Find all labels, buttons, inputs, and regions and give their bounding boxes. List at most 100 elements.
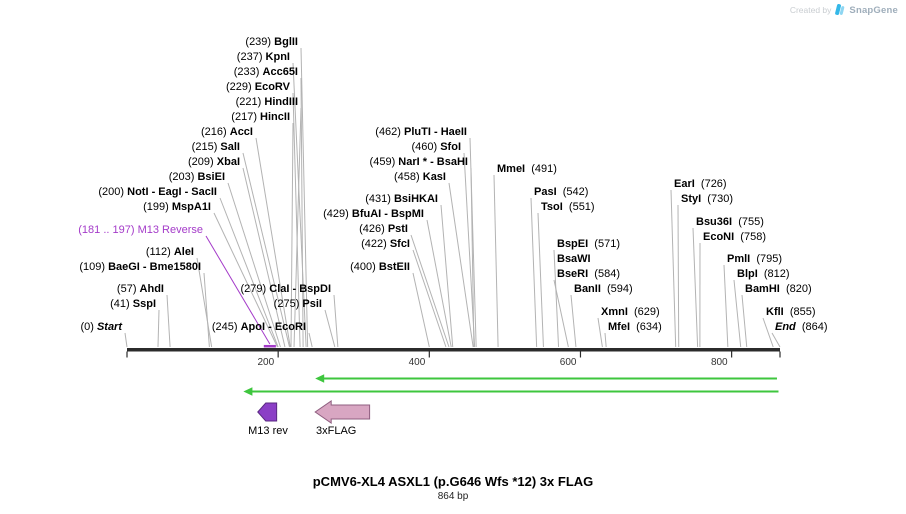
site-label-alei: (112) AleI	[145, 246, 194, 258]
leader-line	[677, 204, 680, 348]
leader-line	[426, 219, 452, 348]
leader-line	[604, 332, 607, 348]
site-label-psii: (275) PsiI	[273, 298, 322, 310]
site-label-banii: BanII (594)	[574, 283, 633, 295]
leader-line	[537, 212, 544, 348]
site-label-start: (0) Start	[80, 321, 122, 333]
site-label-xmni: XmnI (629)	[601, 306, 660, 318]
site-label-kfli: KflI (855)	[766, 306, 816, 318]
site-label-bspei: BspEI (571)	[557, 238, 620, 250]
site-label-xbai: (209) XbaI	[188, 156, 240, 168]
site-label-clai-bspdi: (279) ClaI - BspDI	[240, 283, 331, 295]
site-label-bseri: BseRI (584)	[557, 268, 620, 280]
site-label-ahdi: (57) AhdI	[116, 283, 164, 295]
plasmid-title: pCMV6-XL4 ASXL1 (p.G646 Wfs *12) 3x FLAG	[312, 474, 594, 489]
site-label-acc65i: (233) Acc65I	[233, 66, 298, 78]
ruler-tick-label: 200	[257, 357, 275, 368]
leader-line	[440, 204, 454, 348]
site-label-psti: (426) PstI	[359, 223, 408, 235]
site-label-tsoi: TsoI (551)	[541, 201, 595, 213]
leader-line	[324, 309, 336, 348]
leader-line	[741, 294, 748, 348]
site-label-pmli: PmlI (795)	[727, 253, 783, 265]
site-label-mspa1i: (199) MspA1I	[143, 201, 211, 213]
snapgene-logo-icon	[835, 4, 845, 16]
leader-line	[469, 137, 477, 348]
site-label-pluti-haeii: (462) PluTI - HaeII	[375, 126, 467, 138]
site-label-hindiii: (221) HindIII	[235, 96, 298, 108]
leader-line	[292, 62, 307, 348]
leader-line	[597, 317, 603, 348]
site-label-bsteii: (400) BstEII	[350, 261, 410, 273]
leader-line	[166, 294, 171, 348]
site-label-baegi-bme1580i: (109) BaeGI - Bme1580I	[79, 261, 201, 273]
site-label-mfei: MfeI (634)	[608, 321, 662, 333]
leader-line	[723, 264, 729, 348]
leader-line	[670, 189, 677, 348]
site-label-kpni: (237) KpnI	[236, 51, 290, 63]
leader-line	[493, 174, 499, 348]
site-label-bsu36i: Bsu36I (755)	[696, 216, 764, 228]
leader-line	[293, 107, 302, 348]
leader-line	[412, 272, 430, 348]
leader-line	[242, 152, 290, 348]
leader-line	[570, 294, 577, 348]
site-label-mmei: MmeI (491)	[497, 163, 557, 175]
3xflag-feature-arrow	[314, 400, 371, 424]
leader-line	[553, 279, 569, 348]
site-label-bsawi: BsaWI	[557, 253, 591, 265]
leader-line	[124, 332, 128, 348]
leader-line	[771, 332, 781, 348]
leader-line	[530, 197, 538, 348]
site-label-blpi: BlpI (812)	[737, 268, 790, 280]
leader-line	[308, 332, 313, 348]
site-label-econi: EcoNI (758)	[703, 231, 766, 243]
3xflag-feature-label: 3xFLAG	[316, 425, 357, 437]
watermark-brand: SnapGene	[849, 4, 898, 16]
ruler-tick-label: 600	[559, 357, 577, 368]
site-label-ecorv: (229) EcoRV	[225, 81, 290, 93]
site-label-bsiei: (203) BsiEI	[168, 171, 225, 183]
leader-line	[300, 47, 309, 348]
watermark: Created by SnapGene	[790, 4, 898, 16]
site-label-m13-reverse: (181 .. 197) M13 Reverse	[78, 224, 203, 236]
watermark-created-by: Created by	[789, 5, 832, 15]
leader-line	[205, 235, 271, 345]
leader-line	[292, 92, 301, 348]
orf-arrow-head	[243, 387, 253, 396]
site-label-hincii: (217) HincII	[231, 111, 290, 123]
site-label-sfci: (422) SfcI	[361, 238, 410, 250]
plasmid-length: 864 bp	[437, 491, 469, 502]
site-label-styi: StyI (730)	[681, 193, 733, 205]
leader-line	[290, 122, 294, 348]
leader-line	[463, 152, 476, 348]
leader-line	[412, 249, 447, 348]
site-label-bsihkai: (431) BsiHKAI	[365, 193, 438, 205]
site-label-noti-eagi-sacii: (200) NotI - EagI - SacII	[98, 186, 217, 198]
site-label-sfoi: (460) SfoI	[411, 141, 461, 153]
leader-line	[157, 309, 160, 348]
leader-line	[203, 272, 210, 348]
m13-rev-feature-arrow	[257, 402, 278, 422]
leader-line	[410, 234, 450, 348]
site-label-pasi: PasI (542)	[534, 186, 589, 198]
leader-line	[300, 77, 304, 348]
leader-line	[733, 279, 742, 348]
sequence-ruler	[127, 348, 780, 352]
ruler-tick-label: 800	[710, 357, 728, 368]
leader-line	[219, 197, 279, 348]
site-label-end: End (864)	[775, 321, 828, 333]
site-label-apoi-ecori: (245) ApoI - EcoRI	[211, 321, 306, 333]
site-label-bglii: (239) BglII	[245, 36, 298, 48]
site-label-nari-bsahi: (459) NarI * - BsaHI	[369, 156, 468, 168]
leader-line	[692, 227, 699, 348]
m13-rev-feature-label: M13 rev	[248, 425, 288, 437]
site-label-sali: (215) SalI	[191, 141, 240, 153]
site-label-kasi: (458) KasI	[394, 171, 446, 183]
leader-line	[227, 182, 281, 348]
site-label-bamhi: BamHI (820)	[745, 283, 812, 295]
leader-line	[196, 257, 213, 348]
